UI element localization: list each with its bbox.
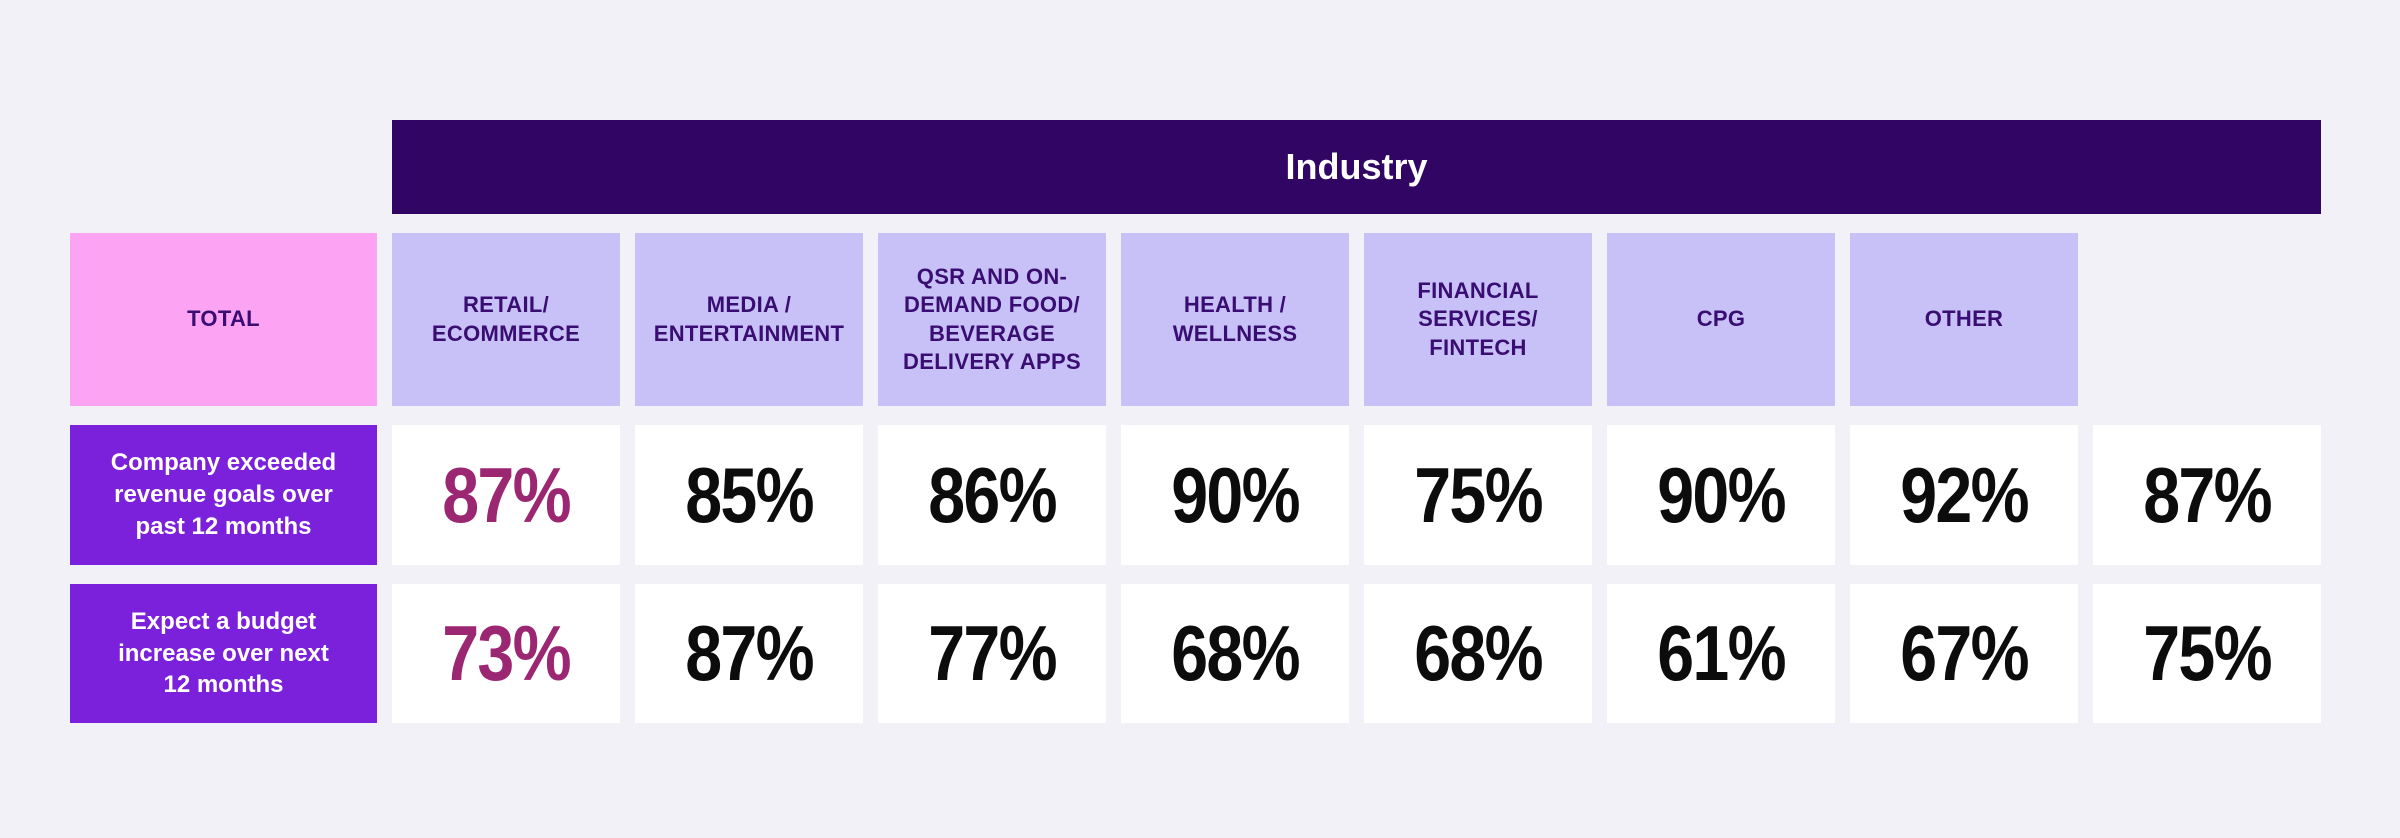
value-cell-row2-retail-ecommerce: 87% bbox=[635, 584, 863, 723]
value-cell-row1-health-wellness: 75% bbox=[1364, 425, 1592, 565]
value-cell-row1-retail-ecommerce: 85% bbox=[635, 425, 863, 565]
value-cell-row2-qsr-food-delivery: 68% bbox=[1121, 584, 1349, 723]
value-cell-row1-total: 87% bbox=[392, 425, 620, 565]
column-header-retail-ecommerce: RETAIL/ ECOMMERCE bbox=[392, 233, 620, 406]
column-header-cpg: CPG bbox=[1607, 233, 1835, 406]
column-header-financial-services-fintech: FINANCIAL SERVICES/ FINTECH bbox=[1364, 233, 1592, 406]
value-cell-row2-financial-services-fintech: 61% bbox=[1607, 584, 1835, 723]
column-header-health-wellness: HEALTH / WELLNESS bbox=[1121, 233, 1349, 406]
column-header-qsr-food-delivery: QSR AND ON- DEMAND FOOD/ BEVERAGE DELIVE… bbox=[878, 233, 1106, 406]
row-label-exceeded-revenue-goals: Company exceeded revenue goals over past… bbox=[70, 425, 377, 565]
value-cell-row2-cpg: 67% bbox=[1850, 584, 2078, 723]
industry-table: Industry TOTAL RETAIL/ ECOMMERCE MEDIA /… bbox=[70, 120, 2321, 723]
value-cell-row2-other: 75% bbox=[2093, 584, 2321, 723]
value-cell-row1-financial-services-fintech: 90% bbox=[1607, 425, 1835, 565]
value-cell-row1-qsr-food-delivery: 90% bbox=[1121, 425, 1349, 565]
value-cell-row1-media-entertainment: 86% bbox=[878, 425, 1106, 565]
value-cell-row2-total: 73% bbox=[392, 584, 620, 723]
value-cell-row1-other: 87% bbox=[2093, 425, 2321, 565]
value-cell-row1-cpg: 92% bbox=[1850, 425, 2078, 565]
column-header-other: OTHER bbox=[1850, 233, 2078, 406]
column-header-total: TOTAL bbox=[70, 233, 377, 406]
column-header-media-entertainment: MEDIA / ENTERTAINMENT bbox=[635, 233, 863, 406]
value-cell-row2-media-entertainment: 77% bbox=[878, 584, 1106, 723]
row-label-expect-budget-increase: Expect a budget increase over next 12 mo… bbox=[70, 584, 377, 723]
group-header-industry: Industry bbox=[392, 120, 2321, 214]
value-cell-row2-health-wellness: 68% bbox=[1364, 584, 1592, 723]
